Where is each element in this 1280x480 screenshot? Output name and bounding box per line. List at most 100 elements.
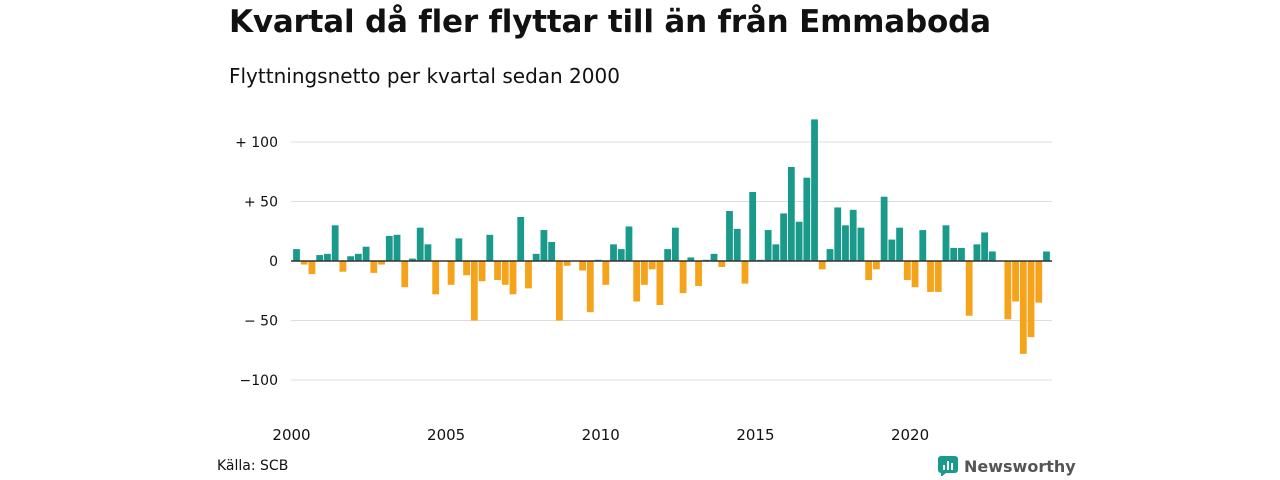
bar (811, 119, 818, 261)
source-note: Källa: SCB (217, 458, 289, 474)
bar (726, 211, 733, 261)
bar (517, 216, 525, 261)
bar (834, 207, 842, 261)
bar (501, 261, 509, 285)
bar (803, 177, 811, 261)
bar (1019, 261, 1027, 354)
bar (602, 261, 610, 285)
bar (393, 234, 401, 261)
bar (1043, 251, 1050, 261)
bar (633, 261, 641, 302)
bar (586, 261, 594, 313)
bar (849, 209, 857, 261)
bar (648, 261, 656, 270)
bar (432, 261, 440, 295)
bar (579, 261, 586, 271)
bar (1012, 261, 1019, 302)
bar (872, 261, 880, 270)
bar (1035, 261, 1043, 303)
bar (671, 227, 679, 261)
bar (509, 261, 517, 295)
y-tick-label: + 50 (244, 195, 278, 211)
y-axis-labels: + 100 + 50 0 − 50 −100 (235, 135, 278, 389)
bar (316, 255, 324, 261)
chart-subtitle: Flyttningsnetto per kvartal sedan 2000 (229, 64, 620, 88)
bar (610, 244, 617, 261)
y-tick-label: −100 (240, 373, 278, 389)
x-tick-label: 2015 (736, 426, 774, 444)
bar (656, 261, 664, 306)
bar (617, 249, 625, 261)
bars (293, 119, 1050, 354)
bar (370, 261, 378, 273)
y-tick-label: − 50 (244, 314, 278, 330)
brand-name: Newsworthy (964, 456, 1076, 476)
brand-logo: Newsworthy (938, 456, 1076, 477)
bar (331, 225, 339, 261)
bar (494, 261, 501, 281)
bar (1027, 261, 1035, 338)
chart-title: Kvartal då fler flyttar till än från Emm… (229, 4, 991, 40)
bar (942, 225, 950, 261)
bar (478, 261, 486, 282)
gridlines (291, 141, 1052, 381)
bar (354, 253, 362, 261)
bar (857, 227, 865, 261)
bar (679, 261, 687, 294)
bar (555, 261, 563, 321)
bar (888, 239, 896, 261)
bar (293, 249, 300, 261)
bar (695, 261, 702, 286)
bar (927, 261, 934, 292)
newsworthy-logo-icon (938, 456, 958, 477)
bar (958, 247, 965, 261)
bar (339, 261, 347, 272)
bar (416, 227, 424, 261)
bar (718, 261, 726, 267)
bar (548, 241, 556, 261)
bar (749, 191, 757, 261)
bar (988, 251, 996, 261)
bar (447, 261, 455, 285)
bar (347, 256, 355, 261)
bar (787, 166, 795, 261)
bar (563, 261, 571, 266)
bar (525, 261, 532, 289)
bar (965, 261, 973, 316)
bar (470, 261, 478, 321)
bar (409, 258, 416, 261)
bar (463, 261, 470, 276)
bar (973, 244, 981, 261)
y-tick-label: 0 (269, 254, 278, 270)
bar (865, 261, 873, 281)
x-tick-label: 2020 (891, 426, 929, 444)
x-axis-labels: 2000 2005 2010 2015 2020 (272, 426, 929, 444)
bar (826, 249, 834, 261)
bar (385, 236, 393, 261)
bar (424, 244, 432, 261)
bar (362, 246, 370, 261)
bar (950, 247, 958, 261)
bar (378, 261, 385, 265)
bar (710, 253, 718, 261)
bar (981, 232, 989, 261)
bar (664, 249, 672, 261)
bar (641, 261, 648, 285)
bar (733, 228, 741, 261)
bar (842, 225, 849, 261)
bar (903, 261, 911, 281)
bar (532, 253, 540, 261)
bar (486, 234, 494, 261)
bar (1004, 261, 1012, 320)
bar (687, 257, 695, 261)
bar (741, 261, 749, 284)
bar (300, 261, 308, 265)
bar (455, 238, 463, 261)
bar (540, 230, 548, 261)
bar (764, 230, 772, 261)
x-tick-label: 2000 (272, 426, 310, 444)
x-tick-label: 2010 (582, 426, 620, 444)
bar (934, 261, 942, 292)
bar (880, 196, 888, 261)
bar (795, 221, 803, 261)
